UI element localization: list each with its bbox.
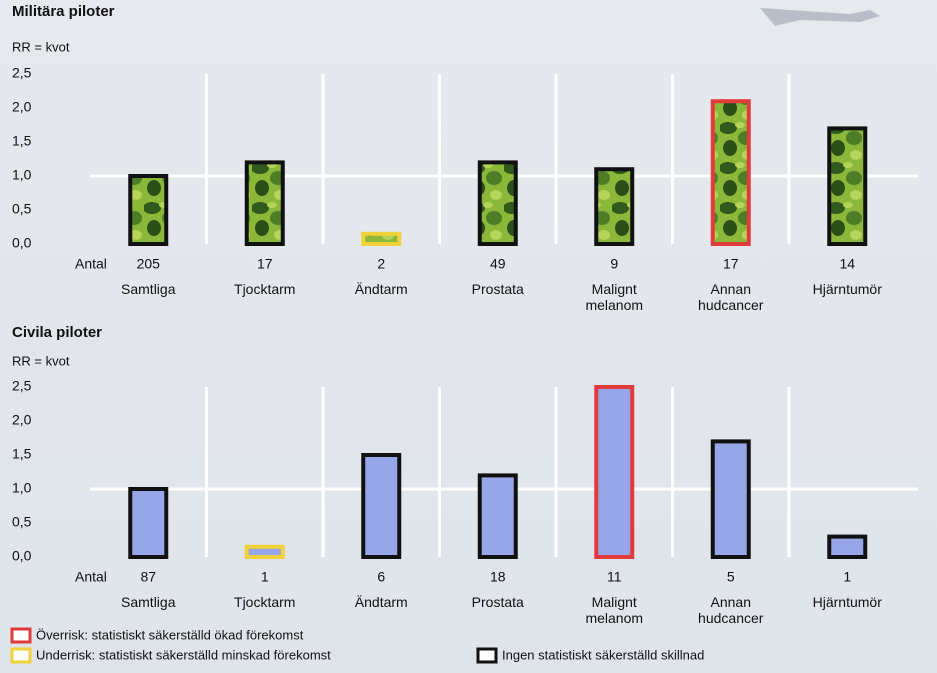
x-tick-label: Tjocktarm [234, 594, 296, 610]
x-tick-label: Samtliga [121, 594, 176, 610]
counts-label: Antal [75, 256, 107, 272]
count-label: 14 [839, 256, 855, 272]
count-label: 6 [377, 569, 385, 585]
bar [594, 385, 635, 559]
x-tick-label: Hjärntumör [812, 594, 882, 610]
chart-title: Civila piloter [12, 324, 102, 341]
y-tick-label: 0,5 [12, 201, 32, 217]
legend-label: Överrisk: statistiskt säkerställd ökad f… [36, 627, 304, 642]
bar [477, 473, 518, 559]
bar [477, 160, 518, 246]
x-tick-label: Samtliga [121, 281, 176, 297]
bar [128, 487, 169, 559]
legend-label: Underrisk: statistiskt säkerställd minsk… [36, 647, 331, 662]
count-label: 17 [257, 256, 273, 272]
y-axis-label: RR = kvot [12, 353, 70, 368]
y-tick-label: 0,0 [12, 548, 32, 564]
x-tick-label: Ändtarm [354, 281, 408, 297]
bar [361, 231, 402, 247]
bar [361, 453, 402, 559]
count-label: 49 [490, 256, 506, 272]
count-label: 87 [140, 569, 156, 585]
y-tick-label: 0,5 [12, 514, 32, 530]
chart-title: Militära piloter [12, 3, 115, 20]
count-label: 5 [727, 569, 735, 585]
legend-label: Ingen statistiskt säkerställd skillnad [502, 647, 704, 662]
bar [710, 439, 751, 559]
bar [710, 99, 751, 246]
x-tick-label: Annan hudcancer [698, 594, 764, 626]
bar [244, 544, 285, 559]
x-tick-label: Prostata [471, 281, 524, 297]
legend-swatch [10, 627, 32, 644]
y-tick-label: 0,0 [12, 235, 32, 251]
x-tick-label: Annan hudcancer [698, 281, 764, 313]
plane-illustration [760, 8, 880, 26]
count-label: 1 [843, 569, 851, 585]
count-label: 205 [137, 256, 161, 272]
count-label: 17 [723, 256, 739, 272]
legend-swatch [476, 647, 498, 664]
x-tick-label: Prostata [471, 594, 524, 610]
count-label: 2 [377, 256, 385, 272]
count-label: 1 [261, 569, 269, 585]
bar [244, 160, 285, 246]
y-tick-label: 2,0 [12, 412, 32, 428]
bar [827, 126, 868, 246]
y-tick-label: 1,5 [12, 446, 32, 462]
count-label: 11 [607, 569, 622, 585]
y-axis-label: RR = kvot [12, 39, 70, 54]
y-tick-label: 1,5 [12, 133, 32, 149]
bar [128, 174, 169, 246]
y-tick-label: 1,0 [12, 480, 32, 496]
bar [827, 534, 868, 559]
x-tick-label: Malignt melanom [585, 594, 644, 626]
y-tick-label: 2,0 [12, 99, 32, 115]
counts-label: Antal [75, 569, 107, 585]
y-tick-label: 1,0 [12, 167, 32, 183]
y-tick-label: 2,5 [12, 65, 32, 81]
legend-swatch [10, 647, 32, 664]
x-tick-label: Ändtarm [354, 594, 408, 610]
y-tick-label: 2,5 [12, 378, 32, 394]
bar [594, 167, 635, 246]
count-label: 18 [490, 569, 506, 585]
count-label: 9 [610, 256, 618, 272]
x-tick-label: Tjocktarm [234, 281, 296, 297]
x-tick-label: Malignt melanom [585, 281, 644, 313]
x-tick-label: Hjärntumör [812, 281, 882, 297]
